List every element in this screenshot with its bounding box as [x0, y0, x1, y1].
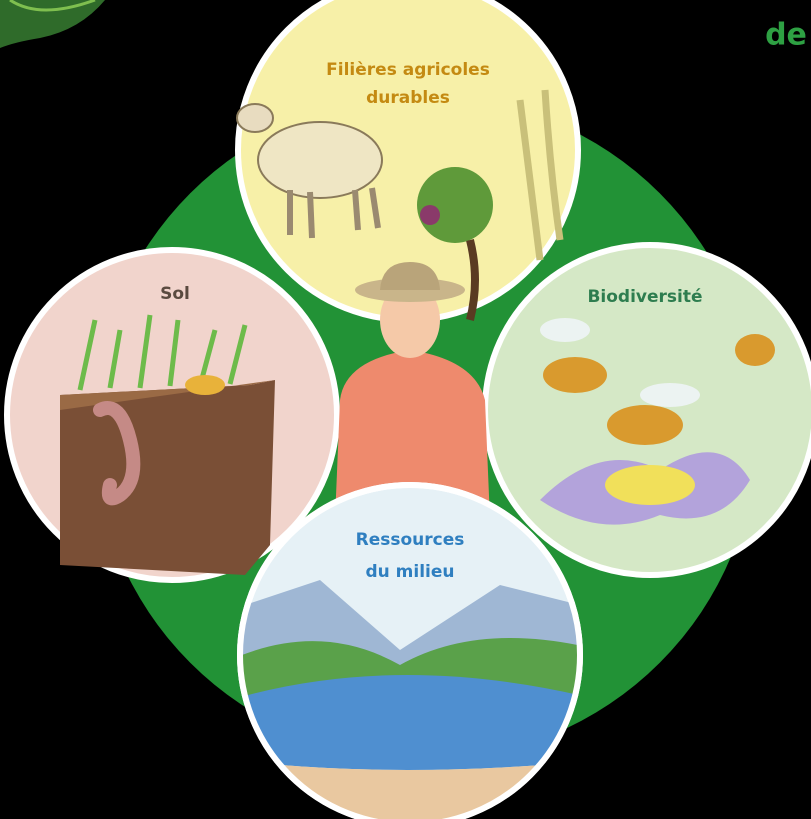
sheep: [258, 122, 382, 198]
circle-biodiversite: Biodiversité: [485, 245, 811, 575]
diagram: de Filières agricoles durables Sol Biodi: [0, 0, 811, 819]
circle-sol: Sol: [7, 250, 337, 580]
soil-block: [60, 380, 275, 575]
grapes: [420, 205, 440, 225]
vine: [417, 167, 493, 243]
circle-label: Filières agricoles: [326, 60, 490, 80]
corner-text: de: [765, 18, 807, 53]
wing: [540, 318, 590, 342]
circle-label: Biodiversité: [587, 287, 702, 307]
bee: [607, 405, 683, 445]
leaf: [185, 375, 225, 395]
flower-center: [605, 465, 695, 505]
page: de Filières agricoles durables Sol Biodi: [0, 0, 811, 819]
circle-label: Sol: [160, 284, 190, 304]
circle-label: durables: [366, 88, 450, 108]
bee: [735, 334, 775, 366]
sheep-head: [237, 104, 273, 132]
circle-label: Ressources: [356, 530, 465, 550]
circle-label: du milieu: [365, 562, 454, 582]
wing: [640, 383, 700, 407]
bee: [543, 357, 607, 393]
